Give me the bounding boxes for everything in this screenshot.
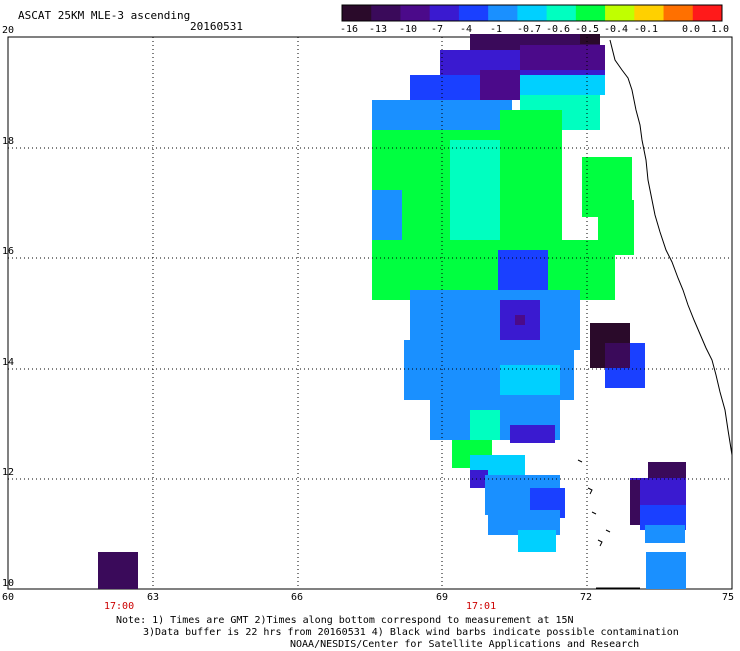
colorbar-label: -4 xyxy=(460,24,473,35)
colorbar-segment xyxy=(546,5,577,21)
lon-label-66: 66 xyxy=(291,592,304,603)
colorbar-segment xyxy=(371,5,401,21)
lat-label-16: 16 xyxy=(2,246,15,257)
colorbar-segment xyxy=(663,5,694,21)
lat-label-10: 10 xyxy=(2,578,15,589)
lat-label-18: 18 xyxy=(2,136,15,147)
lat-label-20: 20 xyxy=(2,25,15,36)
lon-label-60: 60 xyxy=(2,592,15,603)
colorbar-label: -0.7 xyxy=(517,24,542,35)
mle-swath xyxy=(98,34,686,589)
map-date: 20160531 xyxy=(190,20,243,33)
colorbar-segment xyxy=(400,5,431,21)
lon-label-63: 63 xyxy=(147,592,160,603)
colorbar-segment xyxy=(634,5,665,21)
colorbar-label: -0.6 xyxy=(546,24,571,35)
colorbar-label: -7 xyxy=(431,24,444,35)
colorbar-label: -0.5 xyxy=(575,24,600,35)
colorbar-segment xyxy=(342,5,372,21)
lon-label-75: 75 xyxy=(722,592,735,603)
colorbar-label: 0.0 xyxy=(682,24,701,35)
colorbar-segment xyxy=(458,5,489,21)
note-line-3: NOAA/NESDIS/Center for Satellite Applica… xyxy=(290,639,640,650)
colorbar-segment xyxy=(488,5,518,21)
colorbar-segment xyxy=(517,5,548,21)
time-label-1700: 17:00 xyxy=(104,601,135,612)
colorbar-segment xyxy=(575,5,606,21)
lat-label-12: 12 xyxy=(2,467,15,478)
map-title: ASCAT 25KM MLE-3 ascending xyxy=(18,9,191,22)
note-line-1: Note: 1) Times are GMT 2)Times along bot… xyxy=(116,615,574,626)
coastline xyxy=(577,39,733,589)
colorbar-gradient xyxy=(342,5,723,21)
note-line-2: 3)Data buffer is 22 hrs from 20160531 4)… xyxy=(143,627,679,638)
time-label-1701: 17:01 xyxy=(466,601,497,612)
colorbar-segment xyxy=(692,5,723,21)
colorbar-segment xyxy=(429,5,460,21)
colorbar-label: -10 xyxy=(399,24,418,35)
lon-label-72: 72 xyxy=(580,592,593,603)
grid-lines xyxy=(8,37,732,589)
colorbar-label: 1.0 xyxy=(711,24,730,35)
colorbar-label: -13 xyxy=(369,24,388,35)
colorbar-label: -16 xyxy=(340,24,359,35)
lat-label-14: 14 xyxy=(2,357,15,368)
colorbar-label: -0.4 xyxy=(604,24,629,35)
colorbar-label: -0.1 xyxy=(634,24,659,35)
colorbar xyxy=(341,4,723,22)
plot-frame xyxy=(7,36,733,590)
colorbar-segment xyxy=(605,5,635,21)
lon-label-69: 69 xyxy=(436,592,449,603)
colorbar-label: -1 xyxy=(490,24,503,35)
